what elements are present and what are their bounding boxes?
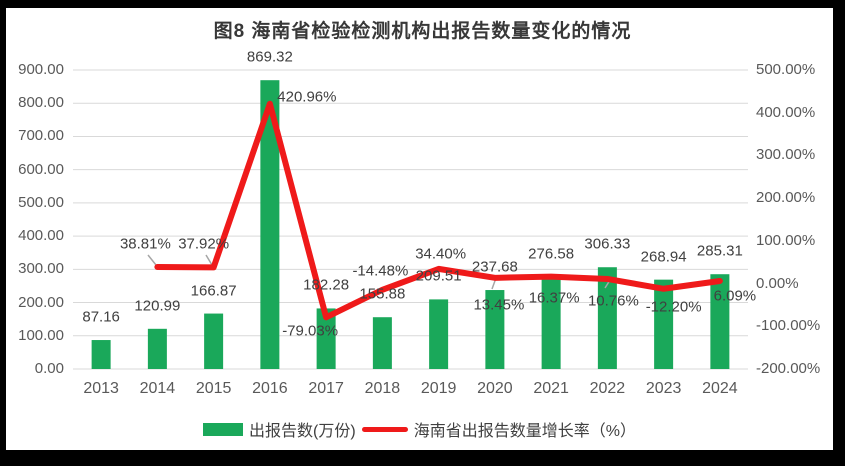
growth-rate-label: 13.45%	[473, 296, 525, 314]
bar-2014	[147, 328, 167, 369]
bar-2020	[485, 290, 505, 369]
y-axis-right-tick: 0.00%	[756, 274, 799, 292]
bar-value-label: 87.16	[82, 308, 120, 326]
bar-value-label: 155.88	[359, 285, 406, 303]
growth-rate-label: 37.92%	[178, 235, 230, 253]
bar-2018	[372, 317, 392, 369]
legend-line-swatch	[361, 426, 408, 432]
growth-rate-label: -12.20%	[645, 298, 702, 316]
x-axis-tick: 2018	[364, 380, 401, 397]
y-axis-left-tick: 500.00	[18, 193, 64, 211]
y-axis-left-tick: 300.00	[18, 260, 64, 278]
bar-2016	[260, 80, 280, 370]
growth-rate-line	[154, 100, 723, 321]
x-axis-tick: 2023	[645, 380, 682, 397]
x-axis-tick: 2020	[477, 380, 513, 397]
legend-bar-label: 出报告数(万份)	[249, 423, 356, 440]
growth-rate-label: 34.40%	[415, 245, 467, 263]
y-axis-left-tick: 600.00	[18, 160, 64, 178]
y-axis-left-tick: 0.00	[34, 360, 64, 377]
growth-rate-label: 38.81%	[119, 235, 171, 253]
y-axis-left-tick: 100.00	[18, 326, 64, 344]
growth-rate-label: 6.09%	[713, 287, 757, 305]
y-axis-right-tick: 400.00%	[756, 103, 816, 121]
bar-2021	[541, 277, 561, 369]
growth-rate-label: -79.03%	[282, 322, 339, 340]
bar-value-label: 268.94	[640, 248, 687, 266]
x-axis-tick: 2016	[252, 380, 288, 397]
bar-value-label: 120.99	[134, 297, 181, 315]
bar-2017	[316, 308, 336, 369]
bar-2015	[204, 313, 224, 369]
x-axis-tick: 2015	[195, 380, 232, 397]
bar-value-label: 166.87	[190, 282, 237, 300]
x-axis-tick: 2014	[139, 380, 176, 397]
y-axis-left-tick: 700.00	[18, 127, 64, 145]
y-axis-left-tick: 400.00	[18, 227, 64, 245]
y-axis-right-tick: -200.00%	[756, 360, 821, 377]
bar-2022	[597, 267, 617, 369]
y-axis-left-tick: 200.00	[18, 293, 64, 311]
label-leader-line	[147, 254, 157, 266]
growth-rate-label: 420.96%	[277, 88, 337, 106]
legend: 出报告数(万份) 海南省出报告数量增长率（%）	[6, 417, 833, 441]
x-axis-tick: 2022	[589, 380, 626, 397]
y-axis-left-tick: 900.00	[18, 61, 64, 78]
bar-value-label: 869.32	[246, 48, 293, 66]
y-axis-right-tick: -100.00%	[756, 317, 821, 335]
growth-rate-label: 10.76%	[587, 292, 639, 310]
legend-line-label: 海南省出报告数量增长率（%）	[413, 423, 636, 440]
bar-value-label: 276.58	[528, 245, 575, 263]
label-leader-line	[205, 254, 213, 266]
x-axis-tick: 2021	[533, 380, 569, 397]
y-axis-right-tick: 500.00%	[756, 61, 816, 78]
x-axis-tick: 2019	[420, 380, 457, 397]
legend-bar-swatch	[203, 422, 244, 436]
growth-rate-label: 16.37%	[528, 289, 580, 307]
growth-rate-label: -14.48%	[352, 262, 409, 280]
bar-value-label: 285.31	[696, 242, 743, 260]
chart-title: 图8 海南省检验检测机构出报告数量变化的情况	[213, 21, 632, 42]
bar-value-label: 237.68	[471, 258, 518, 276]
bar-value-label: 209.51	[415, 267, 462, 285]
y-axis-right-tick: 300.00%	[756, 146, 816, 164]
bar-2023	[654, 279, 674, 369]
bar-value-label: 182.28	[303, 276, 350, 294]
x-axis-tick: 2013	[83, 380, 119, 397]
y-axis-left-tick: 800.00	[18, 94, 64, 112]
y-axis-right-tick: 200.00%	[756, 189, 816, 207]
chart-background-panel	[6, 8, 833, 450]
x-axis-tick: 2017	[308, 380, 344, 397]
bar-2013	[91, 340, 111, 369]
bar-value-label: 306.33	[584, 235, 631, 253]
bar-2019	[429, 299, 449, 369]
x-axis-tick: 2024	[702, 380, 738, 397]
y-axis-right-tick: 100.00%	[756, 231, 816, 249]
bar-2024	[710, 274, 730, 369]
